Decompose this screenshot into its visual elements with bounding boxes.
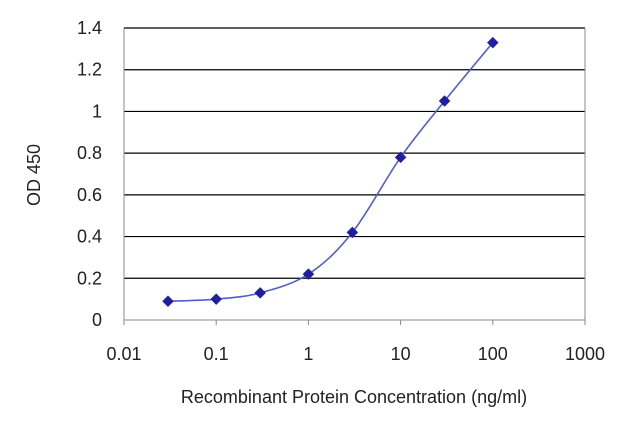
y-tick-label: 1 [92, 101, 102, 121]
x-tick-label: 1000 [565, 344, 605, 364]
y-tick-label: 0.4 [77, 227, 102, 247]
y-tick-label: 1.4 [77, 18, 102, 38]
plot-area: 0 0.2 0.4 0.6 0.8 1 1.2 1.4 0.01 0.1 1 10 100 1000 [77, 18, 605, 364]
y-tick-label: 0.8 [77, 143, 102, 163]
y-axis-title: OD 450 [24, 144, 44, 206]
y-tick-label: 1.2 [77, 60, 102, 80]
y-tick-label: 0 [92, 310, 102, 330]
data-point-1 [210, 293, 223, 305]
x-tick-label: 100 [478, 344, 508, 364]
data-point-5 [394, 151, 407, 164]
x-tick-label: 1 [303, 344, 313, 364]
data-point-7 [486, 36, 499, 49]
x-tick-label: 0.01 [106, 344, 141, 364]
x-tick-label: 10 [391, 344, 411, 364]
data-point-4 [346, 226, 359, 239]
data-point-0 [162, 295, 174, 308]
x-axis-title: Recombinant Protein Concentration (ng/ml… [181, 387, 527, 407]
data-point-3 [302, 268, 315, 280]
data-point-2 [254, 287, 267, 299]
y-tick-label: 0.2 [77, 268, 102, 288]
x-tick-label: 0.1 [204, 344, 229, 364]
y-tick-label: 0.6 [77, 185, 102, 205]
data-point-6 [438, 95, 451, 107]
